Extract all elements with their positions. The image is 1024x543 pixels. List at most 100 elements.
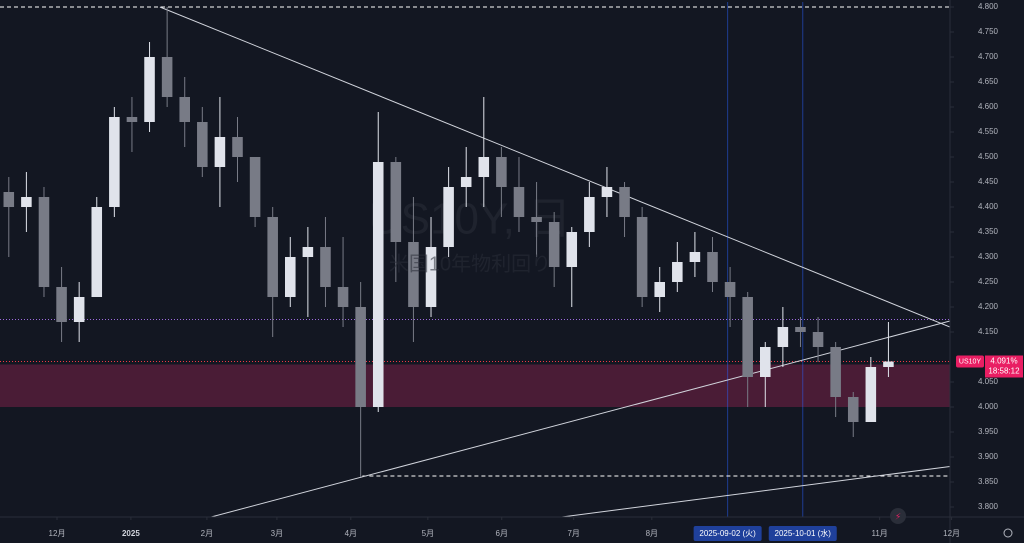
candle-body xyxy=(179,97,190,122)
candle-body xyxy=(425,247,437,307)
candle-body xyxy=(21,197,32,207)
trend-line xyxy=(557,466,950,517)
candle-body xyxy=(337,287,349,307)
y-tick-label: 4.650 xyxy=(978,77,999,86)
x-tick-label: 2025-09-02 (火) xyxy=(699,529,756,538)
x-tick-label: 3月 xyxy=(271,529,283,538)
candle-body xyxy=(478,157,490,177)
candle-body xyxy=(795,327,806,332)
y-tick-label: 4.450 xyxy=(978,177,999,186)
y-tick-label: 4.800 xyxy=(978,2,999,11)
candle-body xyxy=(724,282,736,297)
candle-body xyxy=(144,57,155,122)
candle-body xyxy=(38,197,50,287)
plot-area xyxy=(0,2,950,517)
candle-body xyxy=(460,177,472,187)
candle-body xyxy=(197,122,208,167)
candle-body xyxy=(531,217,542,222)
candle-body xyxy=(214,137,226,167)
x-tick-label: 11月 xyxy=(871,529,887,538)
y-tick-label: 4.150 xyxy=(978,327,999,336)
candle-body xyxy=(760,347,771,377)
zone xyxy=(0,364,950,407)
candle-body xyxy=(285,257,296,297)
candle-body xyxy=(707,252,718,282)
candle-body xyxy=(109,117,120,207)
alert-glyph: ⚡ xyxy=(895,511,901,521)
candle-body xyxy=(372,162,384,407)
x-tick-label: 5月 xyxy=(422,529,434,538)
last-price-label: 4.091% xyxy=(990,357,1017,366)
x-tick-label: 7月 xyxy=(567,529,579,538)
candle-body xyxy=(601,187,613,197)
y-tick-label: 3.850 xyxy=(978,477,999,486)
y-tick-label: 3.900 xyxy=(978,452,999,461)
candle-body xyxy=(513,187,525,217)
candle-body xyxy=(636,217,648,297)
candle-body xyxy=(830,347,841,397)
symbol-badge xyxy=(956,355,984,368)
candle-body xyxy=(548,222,560,267)
candle-body xyxy=(689,252,701,262)
y-tick-label: 4.200 xyxy=(978,302,999,311)
y-tick-label: 4.700 xyxy=(978,52,999,61)
watermark-subtitle: 米国10年物利回り xyxy=(389,252,551,275)
x-tick-label: 4月 xyxy=(345,529,357,538)
symbol-label: US10Y xyxy=(959,358,982,365)
candle-body xyxy=(3,192,15,207)
y-tick-label: 4.750 xyxy=(978,27,999,36)
candle-body xyxy=(672,262,683,282)
candle-body xyxy=(847,397,859,422)
x-tick-label: 6月 xyxy=(496,529,508,538)
y-tick-label: 3.800 xyxy=(978,502,999,511)
trend-line xyxy=(159,6,950,328)
countdown: 18:58:12 xyxy=(988,367,1020,376)
candle-body xyxy=(161,57,173,97)
candle-body xyxy=(302,247,314,257)
candle-body xyxy=(654,282,665,297)
trend-line xyxy=(209,320,950,517)
settings-icon[interactable] xyxy=(1003,528,1013,538)
x-tick-label: 8月 xyxy=(646,529,658,538)
candle-body xyxy=(390,162,402,242)
candle-body xyxy=(91,207,103,297)
candle-body xyxy=(126,117,138,122)
x-tick-label: 12月 xyxy=(943,529,960,538)
y-tick-label: 4.500 xyxy=(978,152,999,161)
x-tick-highlight xyxy=(768,526,837,541)
x-tick-highlight xyxy=(693,526,762,541)
candle-body xyxy=(408,242,419,307)
y-tick-label: 4.300 xyxy=(978,252,999,261)
candle-body xyxy=(865,367,877,422)
candle-body xyxy=(619,187,630,217)
y-tick-label: 4.600 xyxy=(978,102,999,111)
x-tick-label: 2月 xyxy=(201,529,213,538)
y-tick-label: 4.050 xyxy=(978,377,999,386)
x-tick-label: 2025 xyxy=(122,529,140,538)
y-tick-label: 3.950 xyxy=(978,427,999,436)
candle-body xyxy=(320,247,331,287)
alert-icon[interactable] xyxy=(890,508,906,524)
candle-body xyxy=(249,157,261,217)
y-tick-label: 4.350 xyxy=(978,227,999,236)
candle-body xyxy=(584,197,595,232)
candle-body xyxy=(812,332,824,347)
candle-body xyxy=(355,307,366,407)
x-tick-label: 12月 xyxy=(49,529,66,538)
candle-body xyxy=(777,327,789,347)
y-tick-label: 4.400 xyxy=(978,202,999,211)
candle-body xyxy=(232,137,243,157)
price-badge xyxy=(985,355,1023,378)
candle-body xyxy=(496,157,507,187)
y-tick-label: 4.250 xyxy=(978,277,999,286)
candle-body xyxy=(56,287,67,322)
y-tick-label: 4.000 xyxy=(978,402,999,411)
candle-body xyxy=(566,232,578,267)
y-tick-label: 4.550 xyxy=(978,127,999,136)
x-tick-label: 2025-10-01 (水) xyxy=(775,528,832,538)
candle-body xyxy=(73,297,85,322)
candle-body xyxy=(267,217,278,297)
candle-body xyxy=(443,187,454,247)
candle-body xyxy=(742,297,753,377)
